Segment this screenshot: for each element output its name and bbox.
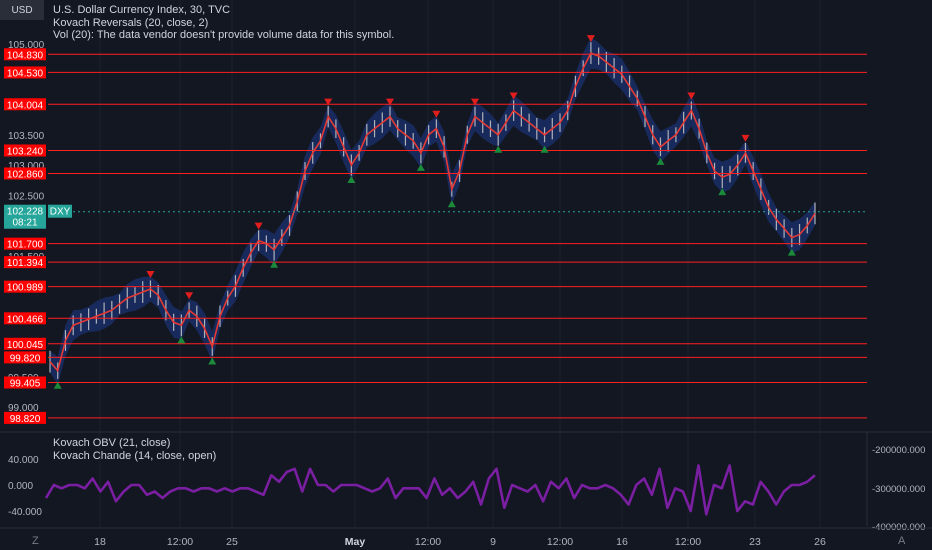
level-label: 104.830: [7, 50, 44, 61]
down-marker: [687, 92, 696, 100]
x-axis: 18 12:00 25 May 12:00 9 12:00 16 12:00 23 26: [0, 527, 932, 548]
up-marker: [656, 157, 665, 165]
level-label-bg: [4, 376, 46, 389]
level-labels[interactable]: 104.830 104.530 104.004 103.240 102.860 101.7…: [4, 48, 46, 425]
x-tick-label: 16: [616, 536, 628, 548]
level-label-bg: [4, 48, 46, 61]
osc-left-tick: -40.000: [8, 507, 42, 518]
level-label: 104.004: [7, 100, 44, 111]
grid: [99, 0, 821, 528]
osc-right-tick: -200000.000: [872, 445, 925, 456]
current-symbol: DXY: [50, 207, 71, 218]
up-marker: [416, 163, 425, 171]
up-marker: [177, 336, 186, 344]
legend-obv[interactable]: Kovach OBV (21, close): [53, 437, 171, 449]
current-countdown: 08:21: [12, 218, 37, 229]
legend-reversals[interactable]: Kovach Reversals (20, close, 2): [53, 17, 209, 29]
level-label: 101.394: [7, 258, 44, 269]
volatility-band: [50, 37, 815, 385]
x-tick-label: 12:00: [547, 536, 573, 548]
x-tick-label: 23: [749, 536, 761, 548]
level-label: 103.240: [7, 146, 44, 157]
level-label-bg: [4, 312, 46, 325]
level-label: 100.466: [7, 314, 44, 325]
up-marker: [347, 176, 356, 183]
up-marker: [53, 381, 62, 389]
up-marker: [270, 260, 279, 268]
current-symbol-bg: [48, 204, 72, 218]
level-label-bg: [4, 167, 46, 180]
current-price-bg: [4, 204, 46, 229]
osc-left-tick: 0.000: [8, 481, 33, 492]
legend-main[interactable]: U.S. Dollar Currency Index, 30, TVC: [53, 4, 231, 16]
level-label: 99.820: [10, 353, 41, 364]
x-tick-label: 12:00: [167, 536, 193, 548]
level-label-bg: [4, 66, 46, 79]
level-label: 100.989: [7, 283, 44, 294]
up-marker: [208, 357, 217, 365]
up-marker: [447, 200, 456, 208]
down-marker: [324, 98, 333, 106]
x-tick-label: 26: [814, 536, 826, 548]
down-marker: [509, 92, 518, 100]
level-label-bg: [4, 256, 46, 269]
level-label: 102.860: [7, 169, 44, 180]
level-label: 104.530: [7, 68, 44, 79]
up-marker: [718, 188, 727, 196]
up-marker: [540, 145, 549, 153]
level-label: 100.045: [7, 340, 44, 351]
level-label: 99.405: [10, 378, 41, 389]
y-tick-label: 103.000: [8, 161, 45, 172]
down-marker: [185, 292, 194, 300]
down-marker: [741, 134, 750, 142]
price-line: [49, 52, 816, 373]
current-price-value: 102.228: [7, 207, 44, 218]
y-tick-label: 102.500: [8, 191, 45, 202]
timezone-toggle[interactable]: Z: [32, 535, 39, 547]
band: [49, 37, 816, 385]
level-label-bg: [4, 351, 46, 364]
auto-scale-toggle[interactable]: A: [898, 535, 906, 547]
legend-volume[interactable]: Vol (20): The data vendor doesn't provid…: [53, 29, 395, 41]
level-label-bg: [4, 237, 46, 250]
level-label: 98.820: [10, 414, 41, 425]
x-tick-label: 18: [94, 536, 106, 548]
down-marker: [386, 98, 394, 106]
level-label-bg: [4, 144, 46, 157]
down-marker: [471, 98, 479, 106]
x-tick-label: 12:00: [675, 536, 701, 548]
down-marker: [146, 271, 155, 279]
level-label-bg: [4, 411, 46, 424]
x-tick-label: 25: [226, 536, 238, 548]
x-tick-label: 12:00: [415, 536, 441, 548]
level-lines: [48, 53, 867, 419]
down-marker: [254, 222, 263, 230]
level-label: 101.700: [7, 240, 44, 251]
chande-line: [44, 464, 816, 516]
level-label-bg: [4, 98, 46, 111]
up-marker: [494, 145, 503, 153]
up-marker: [787, 248, 796, 256]
x-tick-label: 9: [490, 536, 496, 548]
legend-chande[interactable]: Kovach Chande (14, close, open): [53, 450, 217, 462]
down-marker: [432, 110, 441, 118]
down-marker: [586, 35, 595, 43]
y-tick-label: 103.500: [8, 131, 45, 142]
level-label-bg: [4, 337, 46, 350]
x-tick-label: May: [345, 536, 366, 548]
currency-tag[interactable]: USD: [0, 0, 44, 20]
y-tick-label: 105.000: [8, 40, 45, 51]
osc-right-tick: -300000.000: [872, 484, 925, 495]
level-label-bg: [4, 280, 46, 293]
price-series: [49, 52, 816, 373]
osc-left-tick: 40.000: [8, 455, 39, 466]
markers: [53, 35, 796, 389]
y-tick-label: 99.000: [8, 403, 39, 414]
